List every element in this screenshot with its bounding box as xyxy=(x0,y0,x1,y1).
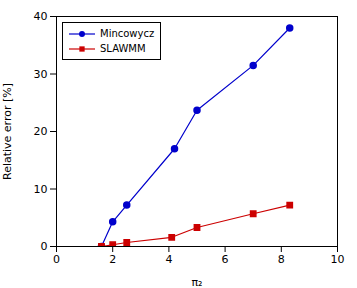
svg-text:10: 10 xyxy=(34,183,48,196)
html-text:Mincowycz: Mincowycz xyxy=(100,28,155,39)
svg-text:π₂: π₂ xyxy=(191,276,202,288)
svg-text:40: 40 xyxy=(34,10,48,23)
svg-text:30: 30 xyxy=(34,68,48,81)
svg-text:0: 0 xyxy=(41,240,48,253)
svg-text:8: 8 xyxy=(278,253,285,266)
svg-text:4: 4 xyxy=(165,253,172,266)
svg-text:10: 10 xyxy=(331,253,345,266)
svg-text:0: 0 xyxy=(53,253,60,266)
svg-text:2: 2 xyxy=(109,253,116,266)
svg-text:6: 6 xyxy=(222,253,229,266)
svg-text:20: 20 xyxy=(34,125,48,138)
html-text:SLAWMM: SLAWMM xyxy=(100,43,146,54)
svg-text:Relative error [%]: Relative error [%] xyxy=(1,83,14,180)
